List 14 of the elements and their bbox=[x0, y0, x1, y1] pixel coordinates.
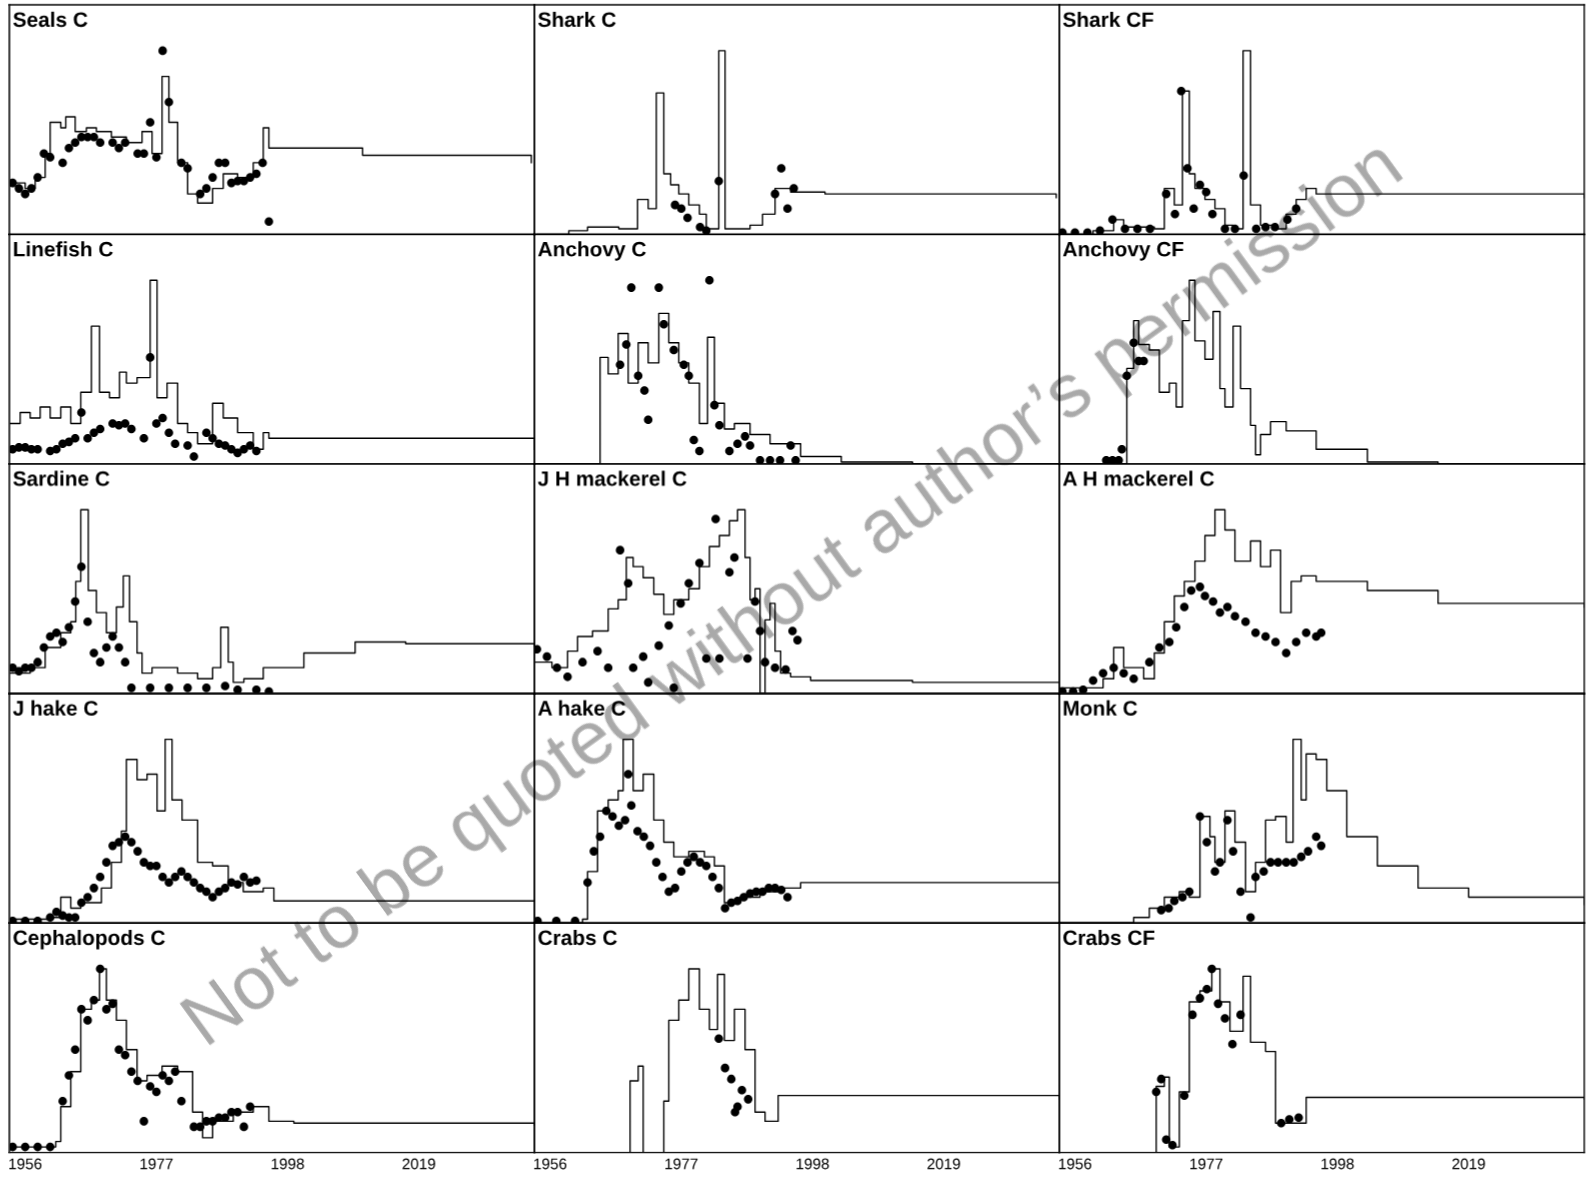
x-tick-label: 1998 bbox=[796, 1158, 829, 1170]
chart-title: Shark C bbox=[538, 11, 616, 27]
x-tick-label: 2019 bbox=[927, 1158, 960, 1170]
x-tick-label: 1998 bbox=[271, 1158, 304, 1170]
x-tick-label: 1956 bbox=[534, 1158, 567, 1170]
x-tick-label: 1977 bbox=[665, 1158, 698, 1170]
x-tick-label: 1956 bbox=[1059, 1158, 1092, 1170]
x-tick-label: 1977 bbox=[140, 1158, 173, 1170]
chart-title: Shark CF bbox=[1063, 11, 1154, 27]
x-tick-label: 1956 bbox=[9, 1158, 42, 1170]
x-tick-label: 2019 bbox=[402, 1158, 436, 1170]
x-tick-label: 2019 bbox=[1452, 1158, 1485, 1170]
x-tick-label: 1977 bbox=[1190, 1158, 1223, 1170]
x-tick-label: 1998 bbox=[1321, 1158, 1354, 1170]
